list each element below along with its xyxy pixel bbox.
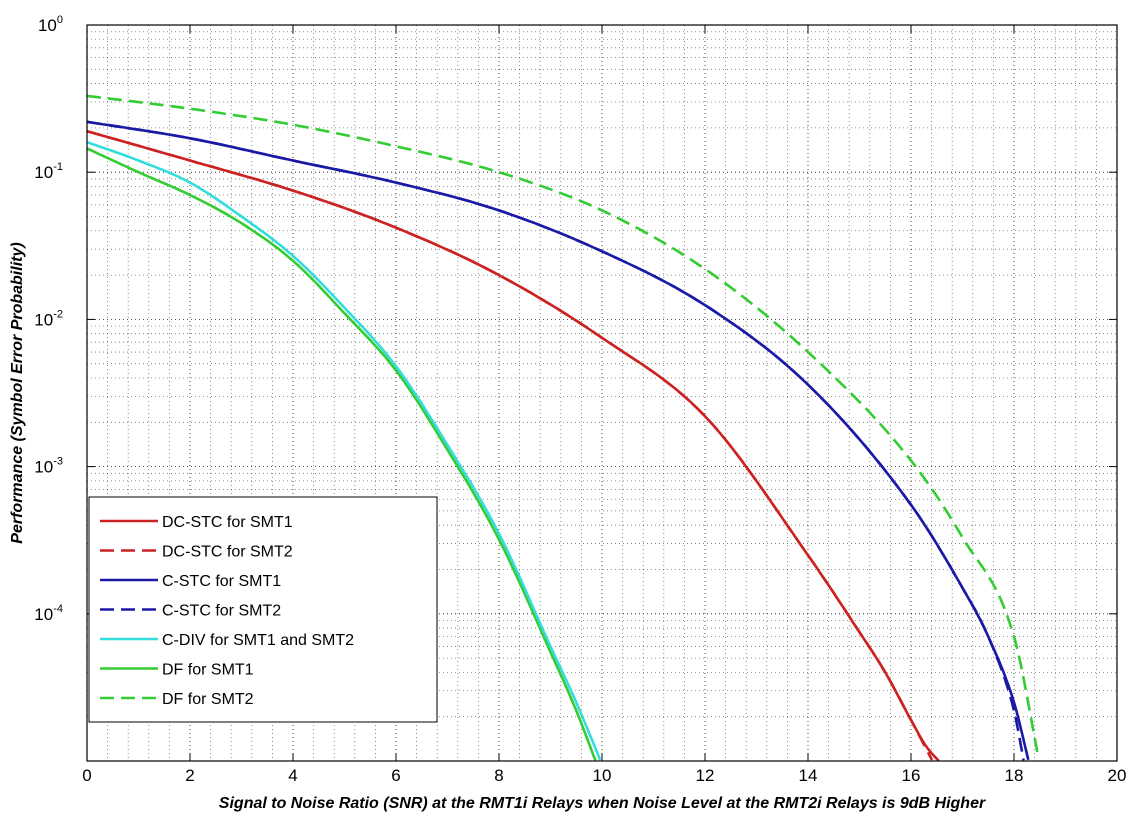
x-tick-label: 10 [593,766,612,785]
legend-label: DF for SMT2 [162,691,254,708]
x-tick-label: 12 [696,766,715,785]
legend-label: C-STC for SMT1 [162,573,281,590]
x-ticks: 0 2 4 6 8 10 12 14 16 18 20 [82,25,1126,785]
y-tick-label: 10-3 [34,456,63,477]
y-tick-label: 10-1 [34,161,63,182]
x-tick-label: 4 [288,766,297,785]
legend-label: DC-STC for SMT1 [162,514,293,531]
x-tick-label: 8 [494,766,503,785]
series-line-c-stc-for-smt1 [86,120,1030,761]
y-tick-label: 100 [38,14,63,35]
legend-label: C-DIV for SMT1 and SMT2 [162,632,354,649]
series-layer [86,94,1040,762]
series-line-df-for-smt2 [86,94,1040,756]
x-tick-label: 18 [1005,766,1024,785]
x-tick-label: 20 [1108,766,1127,785]
series-line-c-div-for-smt1-and-smt2 [86,140,602,761]
plot-frame [86,24,1118,762]
legend: DC-STC for SMT1 DC-STC for SMT2 C-STC for … [88,496,438,723]
y-tick-label: 10-2 [34,308,63,329]
x-tick-label: 6 [391,766,400,785]
x-tick-label: 16 [902,766,921,785]
legend-label: DC-STC for SMT2 [162,544,293,561]
y-tick-label: 10-4 [34,603,63,624]
x-axis-label: Signal to Noise Ratio (SNR) at the RMT1i… [219,795,986,812]
legend-label: DF for SMT1 [162,662,254,679]
legend-label: C-STC for SMT2 [162,603,281,620]
x-tick-label: 2 [185,766,194,785]
grid [87,25,1117,761]
series-line-df-for-smt1 [86,147,597,761]
x-tick-label: 14 [799,766,818,785]
x-tick-label: 0 [82,766,91,785]
y-axis-label: Performance (Symbol Error Probability) [9,242,26,543]
series-line-dc-stc-for-smt1 [86,129,940,762]
